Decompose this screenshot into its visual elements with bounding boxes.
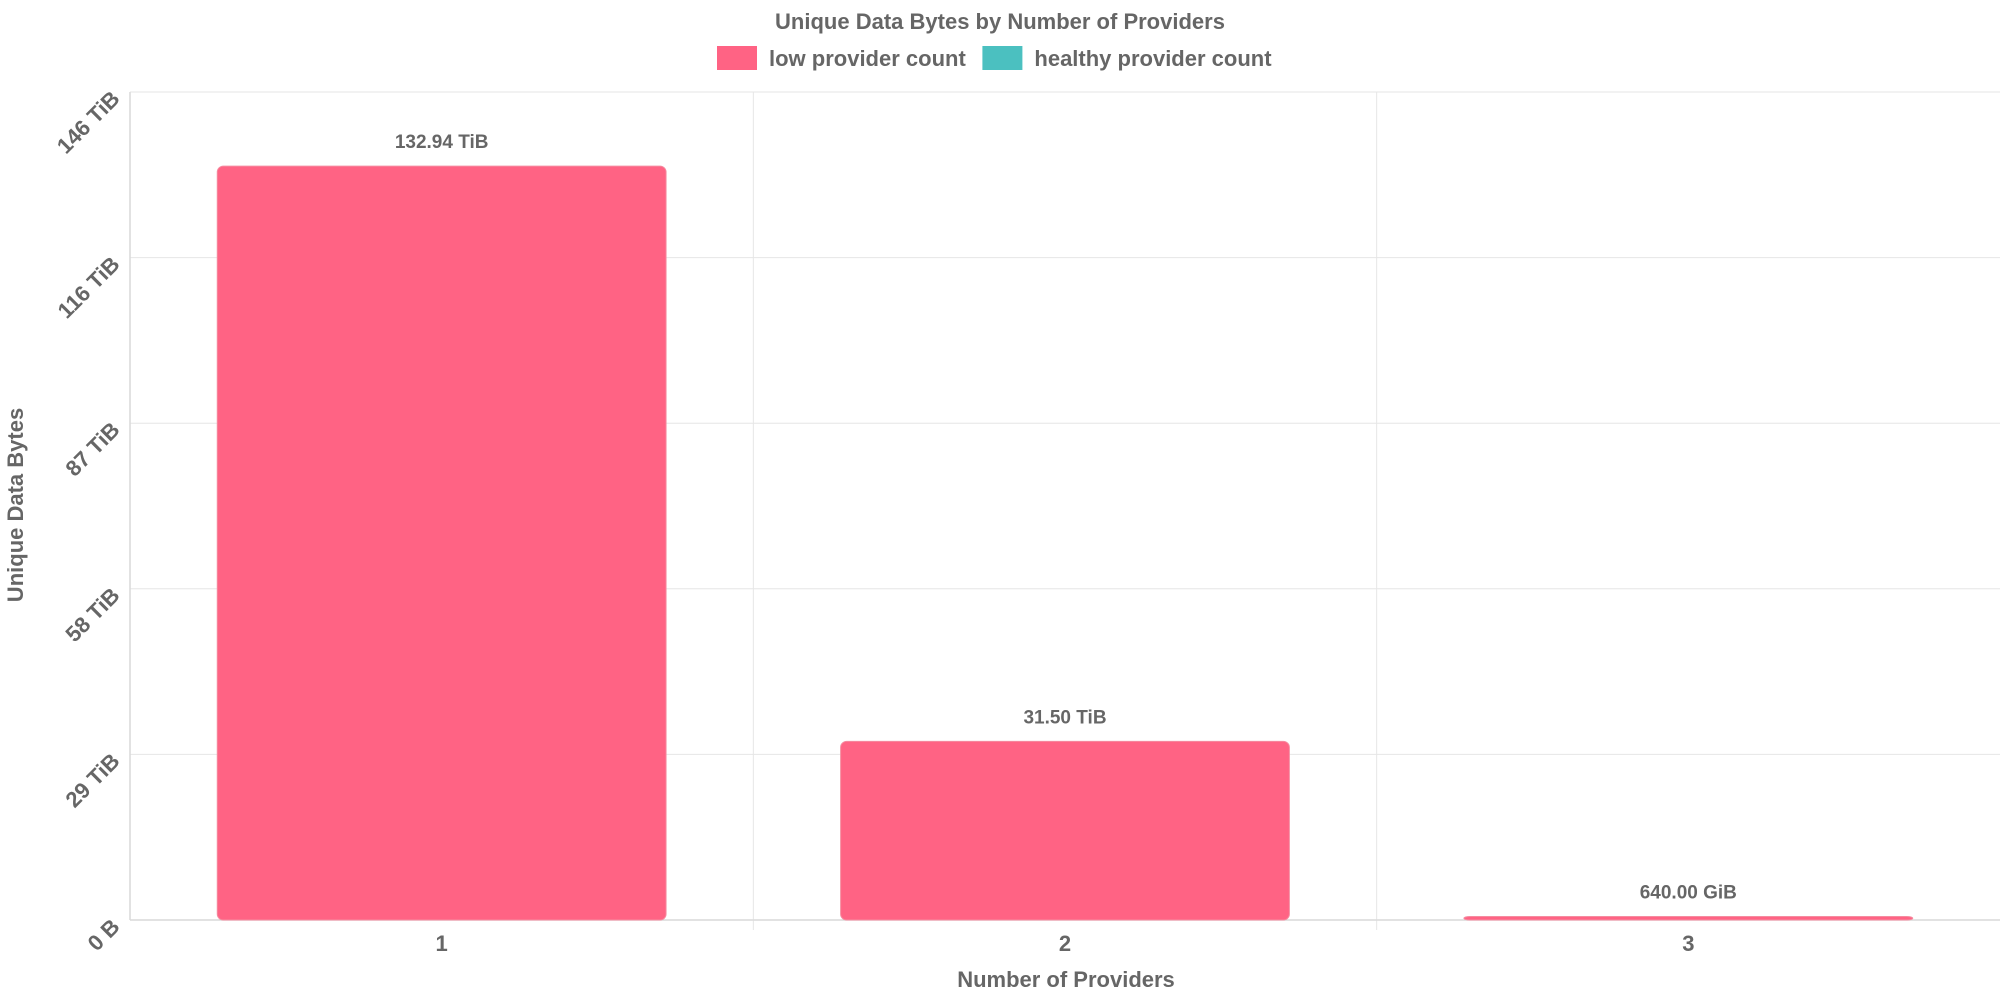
x-axis-ticks: 1 2 3 [436, 931, 1695, 956]
legend-swatch [982, 46, 1023, 70]
y-tick-label: 0 B [83, 914, 125, 956]
bar[interactable] [216, 165, 667, 921]
chart-title: Unique Data Bytes by Number of Providers [775, 9, 1225, 34]
legend: low provider count healthy provider count [717, 46, 1272, 71]
bars [216, 165, 1914, 921]
bar-value-labels: 132.94 TiB 31.50 TiB 640.00 GiB [395, 132, 1737, 903]
bar-value-label: 31.50 TiB [1023, 707, 1106, 728]
y-tick-label: 146 TiB [52, 86, 125, 159]
x-tick-label: 1 [436, 931, 448, 956]
bar-value-label: 640.00 GiB [1640, 882, 1737, 903]
y-axis-ticks: 0 B 29 TiB 58 TiB 87 TiB 116 TiB 146 TiB [52, 86, 125, 956]
y-tick-label: 87 TiB [60, 417, 124, 481]
x-tick-label: 3 [1682, 931, 1694, 956]
legend-label[interactable]: low provider count [769, 46, 966, 71]
bar-value-label: 132.94 TiB [395, 132, 489, 153]
y-tick-label: 58 TiB [60, 583, 124, 647]
legend-label[interactable]: healthy provider count [1034, 46, 1272, 71]
legend-swatch [717, 46, 757, 70]
x-tick-label: 2 [1059, 931, 1071, 956]
x-axis-label: Number of Providers [957, 967, 1175, 992]
y-tick-label: 29 TiB [60, 748, 124, 812]
y-tick-label: 116 TiB [53, 251, 125, 323]
bar[interactable] [840, 740, 1290, 921]
bar[interactable] [1463, 915, 1914, 921]
y-axis-label: Unique Data Bytes [3, 408, 28, 602]
